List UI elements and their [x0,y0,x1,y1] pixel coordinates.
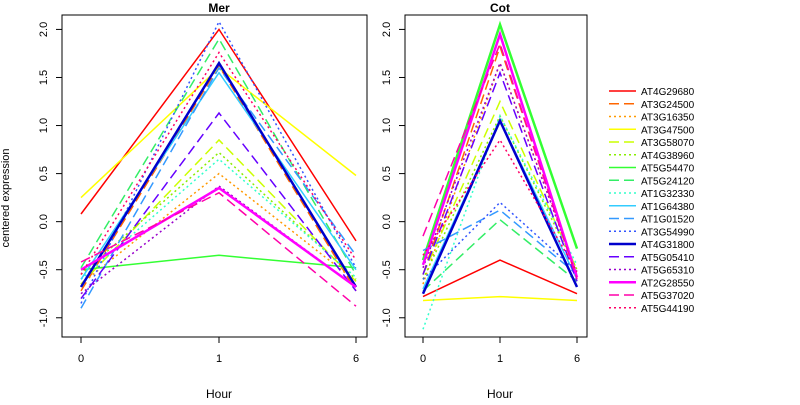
series-line-at2g28550 [80,186,357,289]
plot-frame [61,14,368,338]
y-tick-label: 1.0 [38,118,50,133]
series-line-at5g54470 [421,20,579,261]
y-tick-label: -1.0 [38,308,50,327]
series-line-at3g54990 [422,201,578,280]
y-axis-label: centered expression [0,148,12,247]
x-axis-label: Hour [487,387,513,400]
y-tick-label: 1.0 [381,118,393,133]
legend-label: AT4G31800 [641,240,695,251]
series-line-at3g16350 [80,172,357,285]
series-line-at1g01520 [422,209,578,276]
panel-mer: Mer Hour -1.0 -0.5 0.0 0.5 1.0 1.5 2.0 0 1 6 [38,1,368,401]
legend-label: AT5G65310 [641,266,695,277]
legend-label: AT5G37020 [641,291,695,302]
legend-label: AT5G54470 [641,164,695,175]
series-line-at3g54990 [80,20,357,304]
legend-label: AT4G29680 [641,87,695,98]
series-line-at5g05410 [80,111,357,300]
series-line-at5g24120 [422,218,578,292]
x-axis-label: Hour [206,387,232,400]
series-line-at5g44190 [422,138,578,272]
series-line-at1g32330 [422,114,578,330]
legend-label: AT3G16350 [641,113,695,124]
series-line-at3g47500 [422,295,578,302]
plot-frame [404,14,588,338]
series-line-at4g31800 [421,117,579,295]
panel-cot: Cot Hour -1.0 -0.5 0.0 0.5 1.0 1.5 2.0 0 1 6 [381,1,588,401]
y-tick-label: -0.5 [381,260,393,279]
y-tick-label: -1.0 [381,308,393,327]
x-tick-label: 0 [78,353,84,365]
x-tick-label: 6 [353,353,359,365]
series-line-at5g37020 [422,41,578,280]
legend-label: AT3G58070 [641,138,695,149]
legend-label: AT4G38960 [641,151,695,162]
legend-label: AT1G01520 [641,215,695,226]
y-tick-label: 1.5 [381,70,393,85]
series-line-at4g29680 [80,28,357,242]
legend-label: AT3G24500 [641,100,695,111]
legend-label: AT5G05410 [641,253,695,264]
legend-label: AT1G32330 [641,189,695,200]
series-line-at1g01520 [80,66,357,309]
series-line-at5g37020 [80,191,357,307]
series-line-at5g44190 [80,51,357,275]
x-tick-label: 0 [420,353,426,365]
panel-title: Mer [208,1,230,15]
legend-label: AT5G24120 [641,176,695,187]
series-line-at5g54470 [80,254,357,271]
legend-label: AT2G28550 [641,278,695,289]
y-tick-label: -0.5 [38,260,50,279]
legend-label: AT3G54990 [641,227,695,238]
y-tick-label: 0.5 [381,166,393,181]
y-tick-label: 2.0 [381,22,393,37]
legend-label: AT5G44190 [641,304,695,315]
y-tick-label: 2.0 [38,22,50,37]
y-tick-label: 0.0 [38,214,50,229]
legend-label: AT3G47500 [641,125,695,136]
series-line-at3g24500 [80,64,357,292]
series-line-at4g31800 [79,60,358,288]
y-tick-label: 1.5 [38,70,50,85]
panel-title: Cot [490,1,510,15]
series-line-at4g38960 [80,151,357,280]
legend-label: AT1G64380 [641,202,695,213]
x-tick-label: 1 [497,353,503,365]
series-line-at4g29680 [422,259,578,298]
x-tick-label: 6 [574,353,580,365]
x-tick-label: 1 [216,353,222,365]
y-tick-label: 0.5 [38,166,50,181]
series-line-at2g28550 [421,30,579,278]
series-line-at3g24500 [422,44,578,278]
y-tick-label: 0.0 [381,214,393,229]
series-line-at5g05410 [422,70,578,282]
